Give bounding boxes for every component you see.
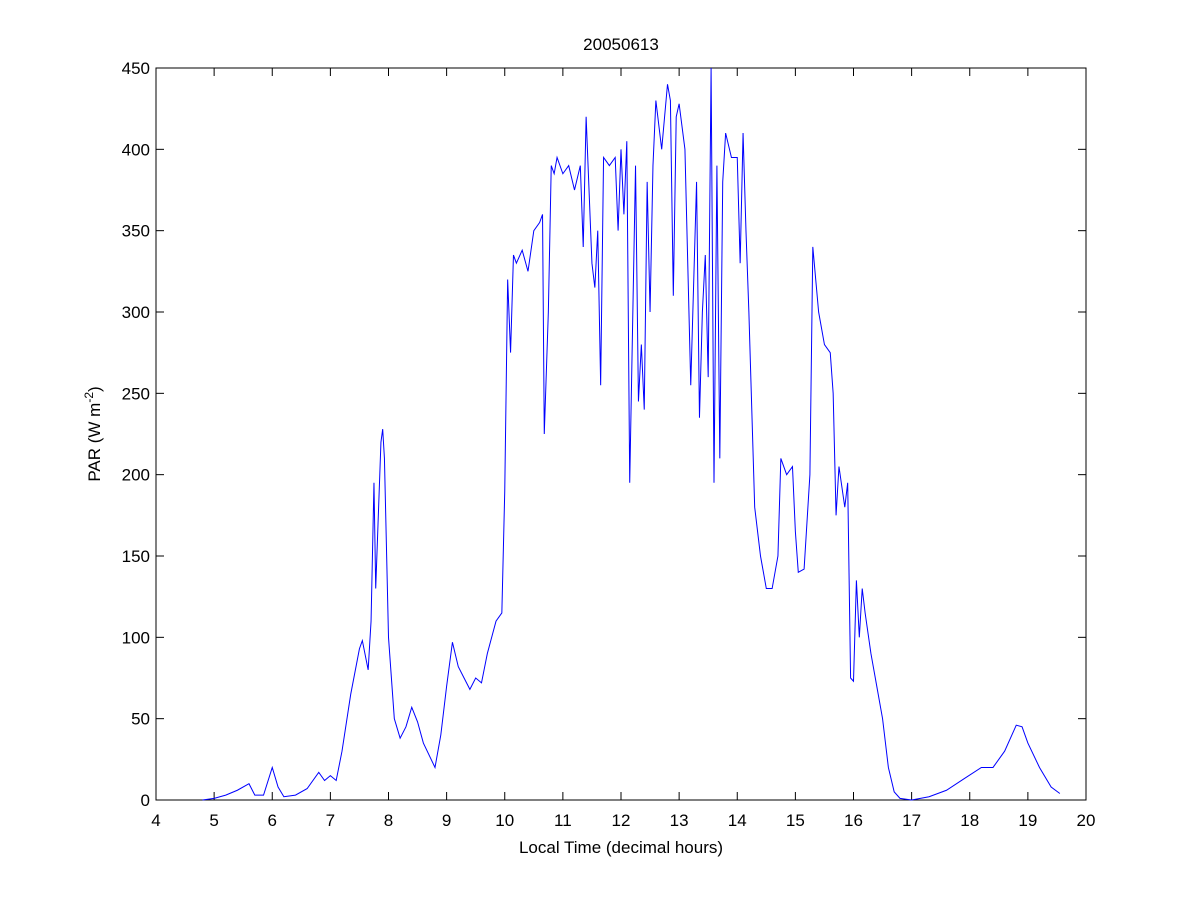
x-tick-label: 9 — [442, 811, 451, 830]
x-tick-label: 13 — [670, 811, 689, 830]
y-tick-label: 150 — [122, 547, 150, 566]
y-tick-label: 450 — [122, 59, 150, 78]
x-tick-label: 8 — [384, 811, 393, 830]
y-tick-label: 300 — [122, 303, 150, 322]
x-tick-label: 14 — [728, 811, 747, 830]
y-label-superscript: -2 — [82, 392, 96, 403]
y-tick-label: 200 — [122, 466, 150, 485]
x-tick-label: 20 — [1077, 811, 1096, 830]
y-tick-label: 0 — [141, 791, 150, 810]
x-tick-label: 12 — [612, 811, 631, 830]
x-tick-label: 11 — [554, 811, 572, 830]
x-tick-label: 16 — [844, 811, 863, 830]
data-line — [202, 67, 1061, 801]
x-tick-label: 4 — [151, 811, 160, 830]
x-tick-label: 5 — [209, 811, 218, 830]
y-tick-label: 350 — [122, 222, 150, 241]
plot-area — [155, 67, 1087, 801]
x-tick-label: 19 — [1018, 811, 1037, 830]
y-tick-label: 100 — [122, 628, 150, 647]
x-tick-label: 18 — [960, 811, 979, 830]
y-tick-label: 250 — [122, 384, 150, 403]
x-tick-label: 17 — [902, 811, 921, 830]
chart-title: 20050613 — [583, 35, 659, 54]
x-tick-label: 7 — [326, 811, 335, 830]
x-tick-label: 15 — [786, 811, 805, 830]
y-tick-label: 50 — [131, 710, 150, 729]
y-tick-label: 400 — [122, 140, 150, 159]
y-axis-label: PAR (W m-2) — [82, 386, 104, 481]
y-label-text: PAR (W m — [85, 403, 104, 482]
x-tick-label: 6 — [268, 811, 277, 830]
x-axis-label: Local Time (decimal hours) — [519, 838, 723, 857]
x-tick-label: 10 — [495, 811, 514, 830]
y-label-suffix: ) — [85, 386, 104, 392]
